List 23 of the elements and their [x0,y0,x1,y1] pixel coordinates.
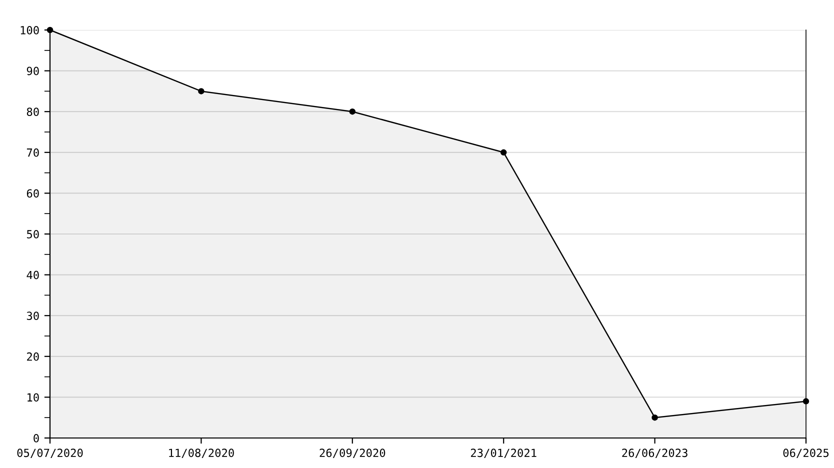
x-tick-label: 26/06/2023 [622,448,688,458]
point [652,414,658,421]
y-tick-label: 0 [34,434,39,442]
point [349,108,356,115]
y-tick-label: 30 [26,312,39,320]
y-tick-label: 10 [28,393,39,402]
y-tick-label: 70 [26,148,39,157]
y-tick-label: 90 [26,66,39,76]
point [500,149,507,156]
point [198,88,204,94]
point [802,398,810,404]
y-tick-label: 20 [27,352,39,361]
y-tick-label: 50 [26,230,39,238]
x-tick-label: 06/2025 [783,448,829,458]
y-tick-label: 100 [20,26,39,34]
x-tick-label: 05/07/2020 [17,448,83,458]
y-tick-label: 80 [26,108,39,116]
y-tick-label: 40 [26,270,39,280]
point [46,26,54,34]
x-tick-label: 26/09/2020 [320,448,386,458]
x-tick-label: 23/01/2021 [470,448,536,458]
y-tick-label: 60 [26,189,39,198]
x-tick-label: 11/08/2020 [169,448,234,458]
